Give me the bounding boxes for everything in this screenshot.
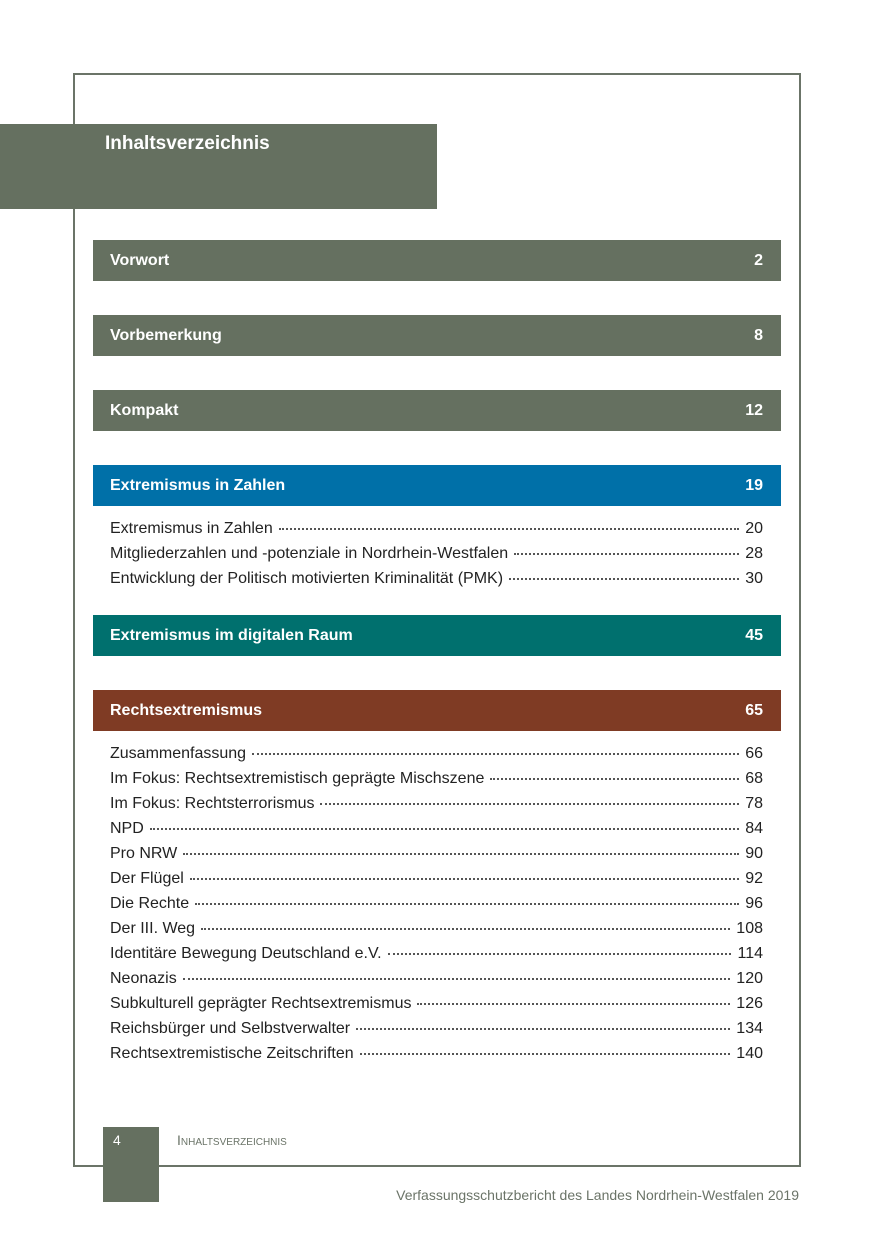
entry-title: Neonazis	[110, 970, 177, 987]
toc-entry[interactable]: Der III. Weg 108	[110, 920, 763, 945]
toc-entry[interactable]: Im Fokus: Rechtsextremistisch geprägte M…	[110, 770, 763, 795]
leader-dots	[189, 878, 740, 880]
entry-title: Der Flügel	[110, 870, 184, 887]
section-entries: Zusammenfassung 66 Im Fokus: Rechtsextremi…	[110, 745, 763, 1070]
entry-title: Zusammenfassung	[110, 745, 247, 762]
entry-page: 28	[745, 545, 763, 562]
section-page: 12	[745, 401, 763, 419]
entry-page: 134	[736, 1020, 763, 1037]
leader-dots	[182, 978, 731, 980]
leader-dots	[252, 753, 740, 755]
toc-entry[interactable]: Extremismus in Zahlen 20	[110, 520, 763, 545]
leader-dots	[509, 578, 740, 580]
title-block: Inhaltsverzeichnis	[0, 124, 437, 209]
toc-entry[interactable]: Rechtsextremistische Zeitschriften 140	[110, 1045, 763, 1070]
entry-page: 120	[736, 970, 763, 987]
section-page: 19	[745, 476, 763, 494]
leader-dots	[278, 528, 740, 530]
section-page: 2	[754, 251, 763, 269]
section-page: 8	[754, 326, 763, 344]
leader-dots	[320, 803, 740, 805]
entry-title: Der III. Weg	[110, 920, 196, 937]
leader-dots	[359, 1053, 731, 1055]
page-number: 4	[113, 1132, 121, 1148]
entry-title: Mitgliederzahlen und -potenziale in Nord…	[110, 545, 509, 562]
section-page: 65	[745, 701, 763, 719]
leader-dots	[183, 853, 740, 855]
leader-dots	[356, 1028, 731, 1030]
entry-title: Entwicklung der Politisch motivierten Kr…	[110, 570, 504, 587]
leader-dots	[387, 953, 732, 955]
entry-page: 140	[736, 1045, 763, 1062]
entry-page: 84	[745, 820, 763, 837]
toc-entry[interactable]: Der Flügel 92	[110, 870, 763, 895]
toc-entry[interactable]: Identitäre Bewegung Deutschland e.V. 114	[110, 945, 763, 970]
section-title: Vorbemerkung	[110, 326, 222, 344]
toc-entry[interactable]: Im Fokus: Rechtsterrorismus 78	[110, 795, 763, 820]
publication-footer: Verfassungsschutzbericht des Landes Nord…	[396, 1187, 799, 1203]
section-heading[interactable]: Extremismus in Zahlen 19	[93, 465, 781, 506]
section-title: Extremismus in Zahlen	[110, 476, 286, 494]
entry-page: 90	[745, 845, 763, 862]
page-number-box: 4	[103, 1127, 159, 1202]
section-title: Extremismus im digitalen Raum	[110, 626, 353, 644]
leader-dots	[149, 828, 740, 830]
section-heading[interactable]: Vorwort 2	[93, 240, 781, 281]
toc-entry[interactable]: Zusammenfassung 66	[110, 745, 763, 770]
entry-title: Subkulturell geprägter Rechtsextremismus	[110, 995, 412, 1012]
entry-page: 30	[745, 570, 763, 587]
toc-entry[interactable]: Subkulturell geprägter Rechtsextremismus…	[110, 995, 763, 1020]
entry-page: 68	[745, 770, 763, 787]
entry-page: 92	[745, 870, 763, 887]
section-heading[interactable]: Kompakt 12	[93, 390, 781, 431]
entry-page: 96	[745, 895, 763, 912]
toc-entry[interactable]: NPD 84	[110, 820, 763, 845]
entry-title: NPD	[110, 820, 144, 837]
toc-entry[interactable]: Die Rechte 96	[110, 895, 763, 920]
toc-entry[interactable]: Pro NRW 90	[110, 845, 763, 870]
section-heading[interactable]: Rechtsextremismus 65	[93, 690, 781, 731]
section-title: Vorwort	[110, 251, 170, 269]
page-title: Inhaltsverzeichnis	[105, 133, 270, 154]
leader-dots	[490, 778, 740, 780]
toc-entry[interactable]: Entwicklung der Politisch motivierten Kr…	[110, 570, 763, 595]
toc-entry[interactable]: Mitgliederzahlen und -potenziale in Nord…	[110, 545, 763, 570]
section-title: Rechtsextremismus	[110, 701, 263, 719]
leader-dots	[201, 928, 731, 930]
entry-page: 114	[737, 945, 763, 962]
toc-entry[interactable]: Reichsbürger und Selbstverwalter 134	[110, 1020, 763, 1045]
entry-page: 20	[745, 520, 763, 537]
entry-title: Die Rechte	[110, 895, 190, 912]
entry-title: Rechtsextremistische Zeitschriften	[110, 1045, 354, 1062]
section-title: Kompakt	[110, 401, 179, 419]
entry-page: 108	[736, 920, 763, 937]
leader-dots	[417, 1003, 731, 1005]
section-heading[interactable]: Extremismus im digitalen Raum 45	[93, 615, 781, 656]
section-heading[interactable]: Vorbemerkung 8	[93, 315, 781, 356]
entry-title: Identitäre Bewegung Deutschland e.V.	[110, 945, 382, 962]
leader-dots	[195, 903, 740, 905]
toc-entry[interactable]: Neonazis 120	[110, 970, 763, 995]
entry-title: Im Fokus: Rechtsextremistisch geprägte M…	[110, 770, 485, 787]
section-page: 45	[745, 626, 763, 644]
page-frame	[73, 73, 801, 1167]
entry-title: Extremismus in Zahlen	[110, 520, 273, 537]
section-entries: Extremismus in Zahlen 20 Mitgliederzahlen …	[110, 520, 763, 595]
running-title: Inhaltsverzeichnis	[177, 1132, 287, 1148]
entry-title: Im Fokus: Rechtsterrorismus	[110, 795, 315, 812]
leader-dots	[514, 553, 740, 555]
entry-page: 78	[745, 795, 763, 812]
entry-title: Pro NRW	[110, 845, 178, 862]
entry-page: 126	[736, 995, 763, 1012]
entry-title: Reichsbürger und Selbstverwalter	[110, 1020, 351, 1037]
entry-page: 66	[745, 745, 763, 762]
